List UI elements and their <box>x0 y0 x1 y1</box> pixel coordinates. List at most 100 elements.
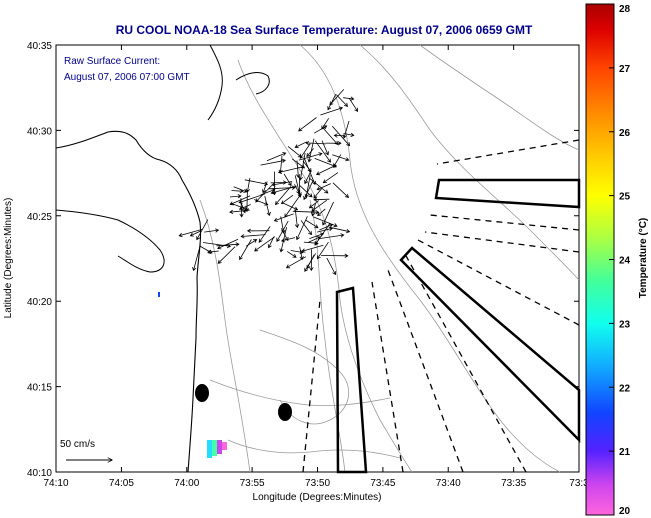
current-vector <box>245 239 258 247</box>
current-vector <box>321 253 349 258</box>
current-vector <box>267 236 275 249</box>
current-vector <box>306 254 315 269</box>
coastline-hook <box>235 72 270 95</box>
current-vector <box>260 158 286 166</box>
current-vector <box>240 203 246 214</box>
current-vector <box>327 94 337 111</box>
current-vector <box>313 197 330 202</box>
current-vector <box>196 219 209 241</box>
current-vector <box>294 209 300 229</box>
colorbar-tick-label: 20 <box>619 506 631 517</box>
current-vector <box>296 160 301 179</box>
current-vector <box>271 181 293 187</box>
colorbar-tick-label: 22 <box>619 383 631 394</box>
isobath-contours <box>199 44 580 473</box>
current-vector <box>343 96 355 101</box>
current-vector <box>322 201 334 226</box>
current-vector <box>254 199 269 206</box>
colorbar-tick-label: 25 <box>619 192 631 203</box>
current-vector <box>229 194 242 199</box>
y-tick-label: 40:35 <box>27 41 52 52</box>
current-vector <box>217 238 239 250</box>
current-vector <box>311 203 316 217</box>
current-vector <box>317 208 326 217</box>
surface-current-vectors <box>178 89 359 276</box>
current-vector <box>306 148 314 158</box>
current-vector <box>329 89 345 106</box>
current-vector <box>217 246 236 264</box>
current-vector <box>244 179 269 186</box>
x-tick-label: 74:00 <box>174 478 199 489</box>
current-vector <box>292 210 320 215</box>
radial-dashed-lines <box>302 139 580 473</box>
current-vector <box>291 158 306 169</box>
current-vector <box>238 193 265 204</box>
current-vector <box>302 160 312 173</box>
current-vector <box>254 236 276 252</box>
current-vector <box>313 188 323 199</box>
current-vector <box>299 143 311 159</box>
current-vector <box>240 234 266 239</box>
current-vector <box>262 181 268 194</box>
current-vector <box>274 185 292 206</box>
current-vector <box>294 184 300 195</box>
current-vector <box>322 172 339 184</box>
current-vector <box>305 219 319 229</box>
current-vector <box>233 186 248 193</box>
current-vector <box>278 155 283 174</box>
chart-title: RU COOL NOAA-18 Sea Surface Temperature:… <box>116 23 533 37</box>
colorbar-tick-label: 21 <box>619 447 631 458</box>
current-vector <box>305 140 326 146</box>
current-vector <box>258 226 271 243</box>
colorbar-tick-label: 24 <box>619 256 631 267</box>
coastline-north <box>207 44 223 121</box>
y-axis: 40:10 40:15 40:20 40:25 40:30 40:35 <box>27 41 579 479</box>
current-vector <box>246 228 270 233</box>
current-vector <box>207 249 219 255</box>
current-vector <box>238 204 251 211</box>
current-vector <box>279 227 287 253</box>
current-vector <box>319 233 345 239</box>
current-vector <box>314 158 338 168</box>
current-vector <box>315 164 337 176</box>
x-tick-label: 73:3 <box>569 478 589 489</box>
current-vector <box>266 152 287 162</box>
current-vector <box>290 249 304 255</box>
current-vector <box>336 94 349 107</box>
current-vector <box>296 216 308 241</box>
current-vector <box>216 242 240 247</box>
colorbar-tick-label: 28 <box>619 4 631 15</box>
x-tick-label: 74:10 <box>43 478 68 489</box>
current-vector <box>286 251 297 258</box>
current-vector <box>294 141 307 149</box>
current-vector <box>304 175 311 198</box>
current-vector <box>309 249 314 272</box>
y-axis-label: Latitude (Degrees:Minutes) <box>3 198 14 319</box>
coastline-bay <box>55 209 165 273</box>
current-vector <box>264 196 271 217</box>
x-tick-label: 73:50 <box>305 478 330 489</box>
x-axis-label: Longitude (Degrees:Minutes) <box>253 492 382 503</box>
current-vector <box>313 216 338 228</box>
x-tick-label: 73:45 <box>370 478 395 489</box>
sst-patch <box>158 292 227 458</box>
current-vector <box>308 236 321 243</box>
current-vector <box>280 228 289 242</box>
current-vector <box>192 244 201 272</box>
colorbar-label: Temperature (°C) <box>638 218 649 299</box>
current-vector <box>308 200 320 209</box>
current-vector <box>316 183 331 191</box>
colorbar-tick-label: 26 <box>619 128 631 139</box>
current-vector <box>304 158 316 186</box>
x-tick-label: 73:40 <box>436 478 461 489</box>
y-tick-label: 40:10 <box>27 468 52 479</box>
radar-sector-outlines <box>335 178 581 474</box>
current-vector <box>317 226 333 233</box>
current-vector <box>204 228 220 233</box>
current-vector <box>314 140 331 163</box>
buoy-marker-2 <box>278 403 292 421</box>
x-tick-label: 74:05 <box>109 478 134 489</box>
current-vector <box>260 188 276 196</box>
annotation-line-1: Raw Surface Current: <box>64 56 160 67</box>
colorbar-ticks: 20 21 22 23 24 25 26 27 28 <box>609 3 631 517</box>
